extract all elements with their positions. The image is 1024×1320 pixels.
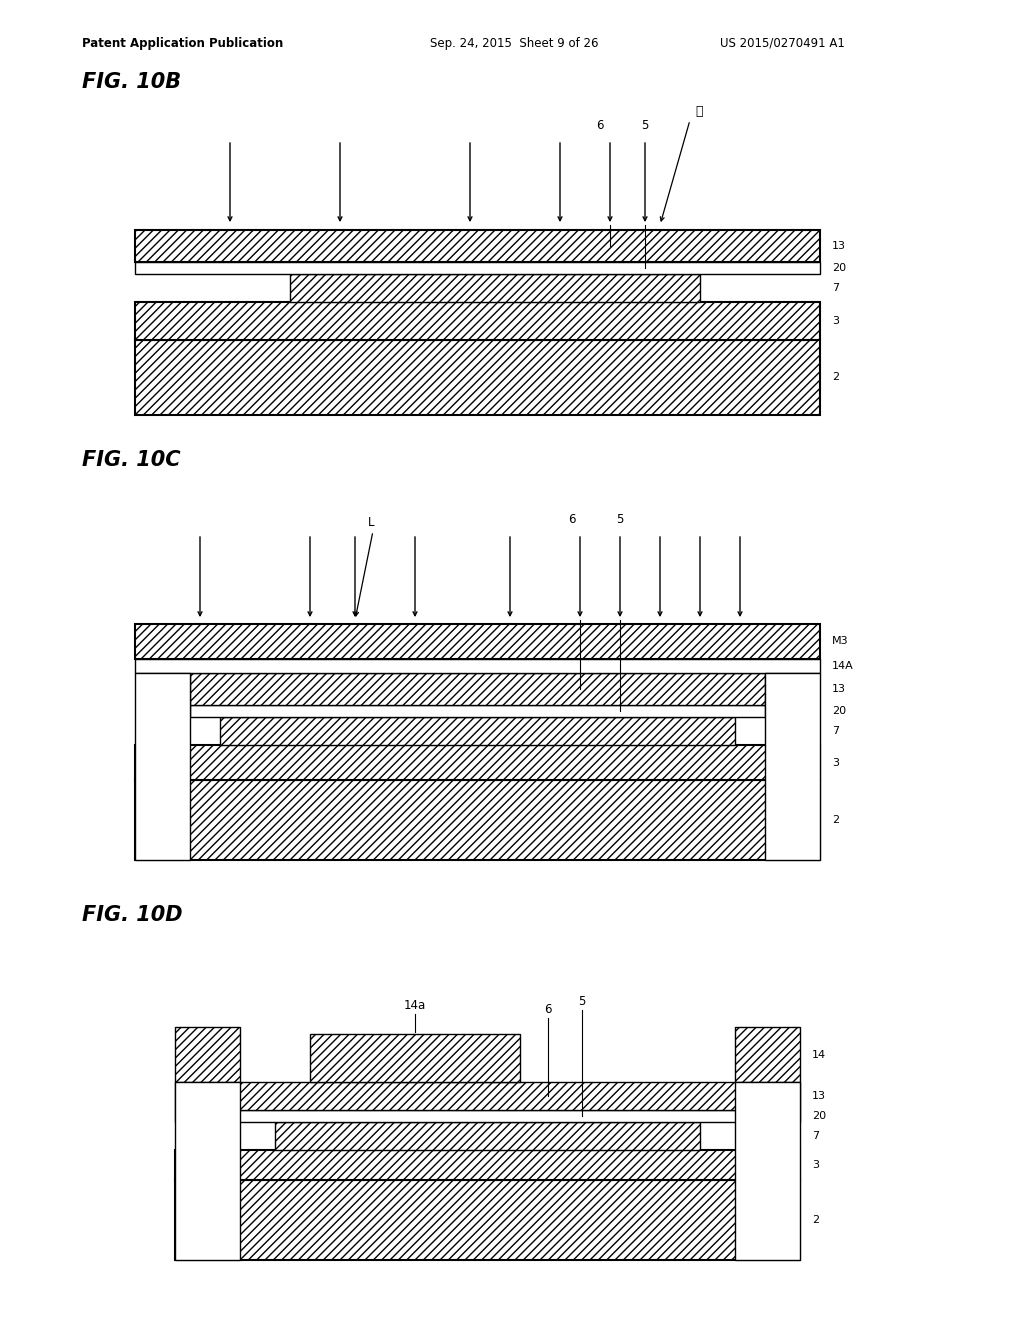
Text: 6: 6 (544, 1003, 552, 1016)
Bar (175, 1082, 240, 1261)
Bar (135, 302, 820, 341)
Bar (135, 659, 820, 673)
Bar (135, 230, 820, 261)
Bar (735, 1082, 800, 1261)
Text: L: L (368, 516, 375, 529)
Text: 6: 6 (568, 513, 575, 525)
Bar (290, 275, 700, 302)
Bar (190, 705, 765, 717)
Text: 7: 7 (831, 726, 839, 737)
Text: 7: 7 (831, 282, 839, 293)
Bar (310, 1034, 520, 1082)
Text: 14: 14 (812, 1049, 826, 1060)
Bar (220, 717, 735, 744)
Text: M3: M3 (831, 636, 849, 647)
Bar (135, 341, 820, 414)
Text: 14a: 14a (403, 999, 426, 1012)
Text: 2: 2 (831, 372, 839, 383)
Bar (275, 1122, 700, 1150)
Text: 20: 20 (831, 706, 846, 715)
Text: 20: 20 (812, 1111, 826, 1121)
Bar (765, 673, 820, 861)
Text: 13: 13 (831, 242, 846, 251)
Bar (135, 744, 820, 780)
Text: 2: 2 (831, 814, 839, 825)
Bar (175, 1027, 240, 1082)
Bar (135, 673, 190, 861)
Text: FIG. 10C: FIG. 10C (82, 450, 180, 470)
Text: FIG. 10B: FIG. 10B (82, 73, 181, 92)
Text: 5: 5 (641, 119, 648, 132)
Text: 3: 3 (812, 1160, 819, 1170)
Bar (175, 1110, 800, 1122)
Bar (135, 780, 820, 861)
Text: 2: 2 (812, 1214, 819, 1225)
Text: 5: 5 (579, 995, 586, 1008)
Text: Patent Application Publication: Patent Application Publication (82, 37, 284, 50)
Text: 13: 13 (812, 1092, 826, 1101)
Bar (190, 673, 765, 705)
Text: Sep. 24, 2015  Sheet 9 of 26: Sep. 24, 2015 Sheet 9 of 26 (430, 37, 598, 50)
Text: US 2015/0270491 A1: US 2015/0270491 A1 (720, 37, 845, 50)
Text: 7: 7 (812, 1131, 819, 1140)
Bar (175, 1180, 800, 1261)
Text: 20: 20 (831, 263, 846, 273)
Text: FIG. 10D: FIG. 10D (82, 906, 182, 925)
Text: 3: 3 (831, 315, 839, 326)
Text: 熱: 熱 (695, 106, 702, 117)
Text: 13: 13 (831, 684, 846, 694)
Text: 5: 5 (616, 513, 624, 525)
Text: 6: 6 (596, 119, 604, 132)
Bar (175, 1082, 800, 1110)
Bar (135, 624, 820, 659)
Bar (135, 261, 820, 275)
Bar (735, 1027, 800, 1082)
Bar (175, 1150, 800, 1180)
Text: 14A: 14A (831, 661, 854, 671)
Text: 3: 3 (831, 758, 839, 767)
